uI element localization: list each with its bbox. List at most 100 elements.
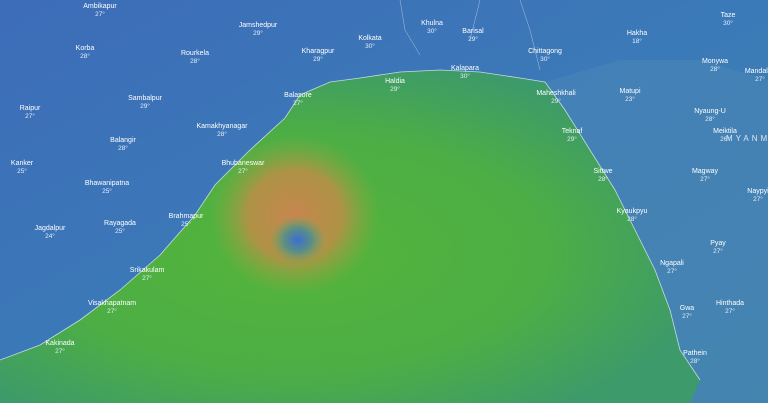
city-temp: 28° (118, 144, 128, 152)
city-name: Gwa (680, 305, 695, 312)
coastline (0, 69, 701, 381)
city-name: Balasore (284, 92, 312, 99)
city-name: Korba (76, 45, 95, 52)
city-temp: 28° (598, 175, 608, 183)
city-temp: 25° (17, 167, 27, 175)
city-name: Balangir (110, 137, 136, 144)
city-name: Srikakulam (130, 267, 165, 274)
city-temp: 27° (667, 267, 677, 275)
city-temp: 30° (723, 19, 733, 27)
city-temp: 30° (365, 42, 375, 50)
city-temp: 28° (710, 65, 720, 73)
city-name: Hakha (627, 30, 647, 37)
city-name: Ngapali (660, 260, 684, 267)
city-temp: 27° (95, 10, 105, 18)
city-temp: 25° (102, 187, 112, 195)
city-name: Pyay (710, 240, 726, 247)
city-name: Brahmapur (169, 213, 204, 220)
city-temp: 25° (115, 227, 125, 235)
city-name: Rourkela (181, 50, 209, 57)
city-name: Sambalpur (128, 95, 163, 102)
city-name: Jagdalpur (35, 225, 66, 232)
country-label: MYANMAR (726, 134, 768, 143)
city-temp: 26° (720, 135, 730, 143)
city-name: Kakinada (45, 340, 74, 347)
city-temp: 27° (142, 274, 152, 282)
storm-eye (270, 216, 326, 264)
city-temp: 30° (427, 27, 437, 35)
city-temp: 29° (313, 55, 323, 63)
city-temp: 29° (567, 135, 577, 143)
city-name: Chittagong (528, 48, 562, 55)
city-temp: 29° (468, 35, 478, 43)
east-coast-land (545, 60, 768, 403)
city-name: Raipur (20, 105, 41, 112)
city-name: Meiktila (713, 128, 737, 135)
city-name: Teknaf (562, 128, 583, 135)
city-temp: 23° (625, 95, 635, 103)
city-name: Mandalay (745, 68, 768, 75)
city-temp: 29° (140, 102, 150, 110)
city-name: Khulna (421, 20, 443, 27)
labels: Ambikapur27°Korba28°Raipur27°Sambalpur29… (11, 3, 768, 365)
city-temp: 27° (238, 167, 248, 175)
city-name: Bhawanipatna (85, 180, 129, 187)
city-temp: 27° (293, 99, 303, 107)
city-name: Barisal (462, 28, 484, 35)
city: Nyaung-U28° (694, 108, 726, 123)
city-temp: 27° (107, 307, 117, 315)
city-name: Hinthada (716, 300, 744, 307)
city-name: Haldia (385, 78, 405, 85)
city-temp: 24° (45, 232, 55, 240)
city-name: Sittwe (593, 168, 612, 175)
city-temp: 27° (25, 112, 35, 120)
city-name: Monywa (702, 58, 728, 65)
city-temp: 29° (551, 97, 561, 105)
city-temp: 28° (627, 215, 637, 223)
city-name: Kyaukpyu (617, 208, 648, 215)
city-name: Jamshedpur (239, 22, 278, 29)
city-name: Nyaung-U (694, 108, 726, 115)
city-temp: 28° (217, 130, 227, 138)
city-temp: 29° (253, 29, 263, 37)
city-name: Maheshkhali (536, 90, 576, 97)
city-name: Kanker (11, 160, 34, 167)
city-name: Rayagada (104, 220, 136, 227)
city-temp: 18° (632, 37, 642, 45)
city-temp: 27° (753, 195, 763, 203)
city-name: Kolkata (358, 35, 381, 42)
city-name: Visakhapatnam (88, 300, 136, 307)
city-temp: 27° (682, 312, 692, 320)
storm-zone (210, 135, 380, 295)
city-temp: 30° (460, 72, 470, 80)
city-name: Kharagpur (302, 48, 335, 55)
